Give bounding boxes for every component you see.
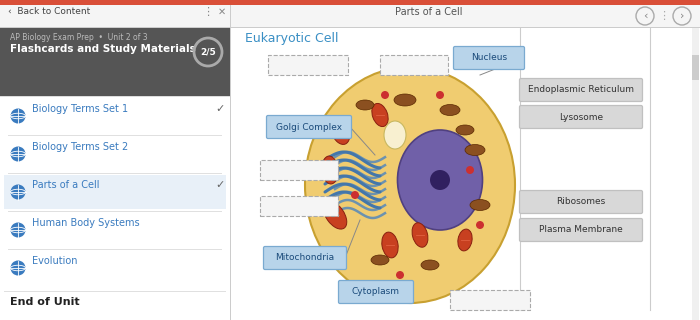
Text: Nucleus: Nucleus bbox=[471, 53, 507, 62]
FancyBboxPatch shape bbox=[263, 246, 346, 269]
Bar bbox=[231, 27, 700, 28]
FancyBboxPatch shape bbox=[519, 78, 643, 101]
Circle shape bbox=[351, 191, 359, 199]
Text: Evolution: Evolution bbox=[32, 256, 78, 266]
Bar bbox=[4, 175, 226, 209]
Text: 2/5: 2/5 bbox=[200, 47, 216, 57]
Text: ✓: ✓ bbox=[216, 104, 225, 114]
Ellipse shape bbox=[421, 260, 439, 270]
Text: Parts of a Cell: Parts of a Cell bbox=[32, 180, 99, 190]
Ellipse shape bbox=[305, 67, 515, 303]
Ellipse shape bbox=[394, 94, 416, 106]
Ellipse shape bbox=[412, 223, 428, 247]
Text: Biology Terms Set 1: Biology Terms Set 1 bbox=[32, 104, 128, 114]
Text: Parts of a Cell: Parts of a Cell bbox=[395, 7, 463, 17]
Text: ‹: ‹ bbox=[643, 11, 648, 21]
Ellipse shape bbox=[384, 121, 406, 149]
Circle shape bbox=[10, 185, 25, 199]
Text: ›: › bbox=[680, 11, 684, 21]
Bar bbox=[0, 28, 230, 96]
Bar bbox=[692, 28, 699, 320]
Text: ⋮: ⋮ bbox=[202, 7, 214, 17]
FancyBboxPatch shape bbox=[454, 46, 524, 69]
Ellipse shape bbox=[322, 156, 338, 184]
Circle shape bbox=[381, 91, 389, 99]
Bar bbox=[692, 55, 699, 80]
Circle shape bbox=[10, 260, 25, 276]
Text: ✕: ✕ bbox=[218, 7, 226, 17]
Bar bbox=[0, 0, 700, 5]
Ellipse shape bbox=[371, 255, 389, 265]
Circle shape bbox=[10, 222, 25, 237]
Circle shape bbox=[466, 166, 474, 174]
FancyBboxPatch shape bbox=[519, 190, 643, 213]
Bar bbox=[0, 5, 230, 27]
Text: Lysosome: Lysosome bbox=[559, 113, 603, 122]
Text: Plasma Membrane: Plasma Membrane bbox=[539, 226, 623, 235]
Ellipse shape bbox=[330, 116, 350, 144]
Text: Golgi Complex: Golgi Complex bbox=[276, 123, 342, 132]
Circle shape bbox=[10, 147, 25, 162]
Text: Flashcards and Study Materials: Flashcards and Study Materials bbox=[10, 44, 196, 54]
Ellipse shape bbox=[372, 103, 389, 127]
Bar bbox=[8, 249, 222, 250]
Bar bbox=[4, 291, 226, 292]
Ellipse shape bbox=[470, 199, 490, 211]
Ellipse shape bbox=[382, 232, 398, 258]
FancyBboxPatch shape bbox=[519, 219, 643, 242]
FancyBboxPatch shape bbox=[267, 116, 351, 139]
FancyBboxPatch shape bbox=[519, 106, 643, 129]
Text: ✓: ✓ bbox=[216, 180, 225, 190]
FancyBboxPatch shape bbox=[339, 281, 414, 303]
Bar bbox=[8, 211, 222, 212]
Circle shape bbox=[10, 108, 25, 124]
Text: Eukaryotic Cell: Eukaryotic Cell bbox=[245, 32, 339, 45]
Ellipse shape bbox=[398, 130, 482, 230]
Ellipse shape bbox=[440, 105, 460, 116]
FancyBboxPatch shape bbox=[260, 196, 338, 216]
Text: Ribosomes: Ribosomes bbox=[556, 197, 606, 206]
FancyBboxPatch shape bbox=[268, 55, 348, 75]
Ellipse shape bbox=[356, 100, 374, 110]
Text: AP Biology Exam Prep  •  Unit 2 of 3: AP Biology Exam Prep • Unit 2 of 3 bbox=[10, 33, 148, 42]
Text: End of Unit: End of Unit bbox=[10, 297, 80, 307]
Text: ‹  Back to Content: ‹ Back to Content bbox=[8, 7, 90, 16]
Text: Human Body Systems: Human Body Systems bbox=[32, 218, 139, 228]
Circle shape bbox=[436, 91, 444, 99]
Bar bbox=[0, 96, 230, 97]
Ellipse shape bbox=[323, 201, 346, 229]
Bar bbox=[0, 27, 230, 28]
Bar bbox=[230, 0, 231, 320]
Text: Endoplasmic Reticulum: Endoplasmic Reticulum bbox=[528, 85, 634, 94]
Circle shape bbox=[396, 271, 404, 279]
Ellipse shape bbox=[456, 125, 474, 135]
FancyBboxPatch shape bbox=[380, 55, 448, 75]
FancyBboxPatch shape bbox=[450, 290, 530, 310]
Ellipse shape bbox=[465, 145, 485, 156]
Text: Biology Terms Set 2: Biology Terms Set 2 bbox=[32, 142, 128, 152]
Circle shape bbox=[430, 170, 450, 190]
Text: Cytoplasm: Cytoplasm bbox=[352, 287, 400, 297]
Ellipse shape bbox=[458, 229, 472, 251]
Bar bbox=[231, 5, 700, 27]
Text: ⋮: ⋮ bbox=[659, 11, 670, 21]
Text: Mitochondria: Mitochondria bbox=[275, 253, 335, 262]
FancyBboxPatch shape bbox=[260, 160, 338, 180]
Circle shape bbox=[476, 221, 484, 229]
